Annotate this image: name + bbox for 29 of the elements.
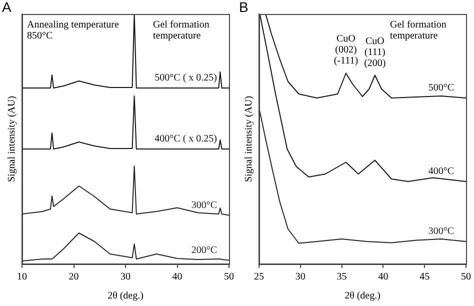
annotation: Gel formation temperature xyxy=(153,20,210,42)
x-tick-label: 45 xyxy=(420,272,430,283)
annotation: Gel formation temperature xyxy=(390,20,446,42)
annotation: CuO (002) (-111) xyxy=(334,34,358,67)
x-tick-label: 50 xyxy=(461,272,471,283)
y-axis-title: Signal intensity (AU) xyxy=(6,96,18,182)
annotation: CuO (111) (200) xyxy=(364,36,386,70)
series-label: 400°C ( x 0.25) xyxy=(154,134,217,145)
series-label: 400°C xyxy=(428,166,454,178)
chart-title: A xyxy=(2,0,12,15)
series-label: 300°C xyxy=(191,200,218,211)
x-tick-label: 50 xyxy=(224,272,234,283)
x-tick-label: 35 xyxy=(336,272,347,283)
series-label: 500°C ( x 0.25) xyxy=(154,72,217,84)
annotation: Annealing temperature 850°C xyxy=(27,20,120,42)
x-axis-title: 2θ (deg.) xyxy=(344,290,380,302)
x-tick-label: 30 xyxy=(120,272,130,283)
x-tick-label: 10 xyxy=(17,272,27,283)
x-tick-label: 30 xyxy=(295,272,306,283)
x-tick-label: 25 xyxy=(254,272,264,283)
x-tick-label: 40 xyxy=(172,272,182,283)
chart-title: B xyxy=(239,0,248,15)
series-label: 300°C xyxy=(428,226,454,238)
series-label: 200°C xyxy=(191,244,218,256)
x-axis-title: 2θ (deg.) xyxy=(108,290,144,302)
y-axis-title: Signal intensity (AU) xyxy=(244,96,255,182)
x-tick-label: 20 xyxy=(68,272,79,283)
series-label: 500°C xyxy=(428,82,454,94)
x-tick-label: 40 xyxy=(378,272,388,283)
